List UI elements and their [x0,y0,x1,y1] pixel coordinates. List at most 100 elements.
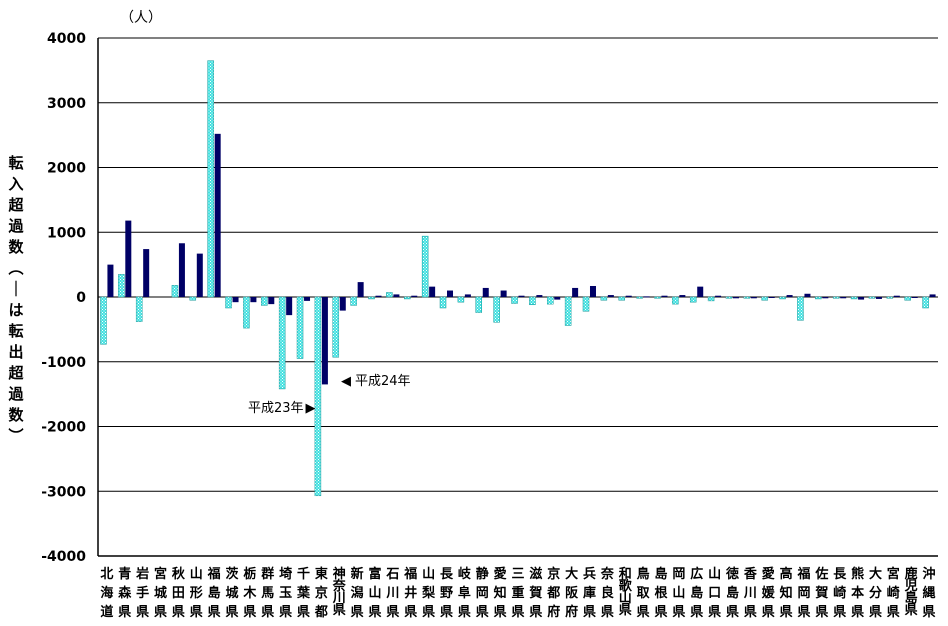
bar-愛知県-series1 [493,296,500,323]
bar-北海道-series2 [107,264,114,297]
gridlines [98,37,938,557]
x-tick-label: 新潟県 [351,566,364,620]
bar-滋賀県-series1 [529,296,536,306]
x-tick-label: 千葉県 [296,566,311,620]
bar-広島県-series1 [689,296,697,303]
bar-広島県-series2 [697,286,704,297]
x-tick-label: 島根県 [654,566,668,620]
bar-東京都-series2 [321,297,328,385]
bar-島根県-series1 [654,296,661,299]
x-tick-label: 京都府 [546,566,560,620]
x-tick-label: 静岡県 [476,566,489,620]
x-tick-label: 佐賀県 [814,566,828,620]
bar-兵庫県-series2 [589,285,596,297]
bar-山形県-series2 [196,253,203,297]
x-tick-label: 北海道 [100,567,113,620]
y-tick-label: -2000 [41,420,86,436]
x-tick-label: 大分県 [869,566,882,620]
bar-青森県-series1 [118,274,125,298]
bar-兵庫県-series1 [582,296,590,312]
axes [97,38,938,557]
bar-石川県-series2 [393,294,400,297]
x-tick-label: 山口県 [708,566,721,620]
bar-島根県-series2 [661,295,668,297]
bar-鹿児島県-series1 [904,296,911,301]
bar-佐賀県-series2 [822,297,829,299]
bar-富山県-series2 [375,295,382,297]
x-tick-label: 宮城県 [154,566,167,620]
x-tick-label: 群馬県 [261,566,274,620]
y-tick-label: 1000 [47,225,86,241]
bar-福井県-series1 [404,296,411,300]
y-tick-label: 4000 [47,31,86,47]
bar-岡山県-series2 [679,295,686,297]
bar-岡山県-series1 [672,296,679,305]
x-tick-label: 東京都 [314,566,328,620]
bar-秋田県-series1 [171,285,179,298]
bar-群馬県-series2 [268,297,275,305]
bar-群馬県-series1 [261,296,268,306]
y-tick-label: 2000 [47,161,86,177]
bar-愛媛県-series2 [768,297,775,298]
x-tick-label: 香川県 [743,566,758,620]
bar-千葉県-series2 [304,297,311,301]
x-tick-label: 富山県 [369,566,382,620]
bar-徳島県-series1 [725,296,733,299]
bars [100,60,936,497]
bar-福島県-series1 [207,60,214,298]
annotations: 平成23年 ▶ ◀ 平成24年 [248,374,411,416]
bar-香川県-series1 [743,296,751,299]
x-tick-label: 茨城県 [226,566,240,620]
x-tick-label: 栃木県 [242,566,257,620]
bar-奈良県-series2 [607,295,614,297]
x-tick-label: 三重県 [511,567,524,620]
x-tick-label: 埼玉県 [279,566,292,620]
bar-長崎県-series2 [840,297,847,299]
x-tick-label: 鳥取県 [637,566,651,620]
bar-熊本県-series1 [850,296,858,300]
x-tick-label: 奈良県 [600,566,615,620]
bar-高知県-series1 [779,296,786,300]
y-axis-title: 転入超過数︵｜は転出超過数︶ [7,154,24,445]
bar-埼玉県-series2 [286,297,293,316]
bar-和歌山県-series1 [618,296,625,301]
bar-栃木県-series2 [250,297,257,303]
x-tick-label: 兵庫県 [583,566,596,620]
y-tick-label: -4000 [41,549,86,565]
x-tick-label: 滋賀県 [528,566,542,620]
bar-長野県-series2 [447,290,454,297]
bar-大阪府-series2 [572,287,579,297]
x-tick-label: 石川県 [385,567,399,620]
bar-秋田県-series2 [178,243,185,297]
bar-富山県-series1 [368,296,375,300]
bar-栃木県-series1 [243,296,250,329]
bar-山梨県-series1 [421,235,429,298]
bar-山口県-series1 [707,296,715,302]
x-tick-label: 鹿児島県 [904,566,918,618]
x-tick-label: 神奈川県 [332,566,347,618]
bar-徳島県-series2 [732,297,739,299]
bar-大分県-series2 [875,297,882,299]
x-tick-label: 愛媛県 [761,566,776,620]
bar-石川県-series1 [386,292,393,298]
bar-高知県-series2 [786,295,793,297]
x-tick-label: 秋田県 [172,566,186,620]
bar-大分県-series1 [868,296,876,299]
bar-北海道-series1 [100,296,107,345]
x-tick-label: 沖縄県 [923,566,936,620]
x-tick-label: 熊本県 [851,566,864,620]
bar-岐阜県-series1 [457,296,465,303]
x-tick-label: 岡山県 [672,567,685,620]
bar-愛媛県-series1 [761,296,768,301]
bar-埼玉県-series1 [278,296,286,390]
bar-岩手県-series1 [135,296,143,322]
x-tick-label: 岐阜県 [458,566,472,620]
bar-福島県-series2 [214,133,221,297]
bar-岩手県-series2 [143,249,150,297]
bar-茨城県-series1 [225,296,232,309]
bar-山梨県-series2 [429,286,436,297]
annotation-heisei23: 平成23年 ▶ [248,401,316,416]
bar-鳥取県-series2 [643,296,650,298]
